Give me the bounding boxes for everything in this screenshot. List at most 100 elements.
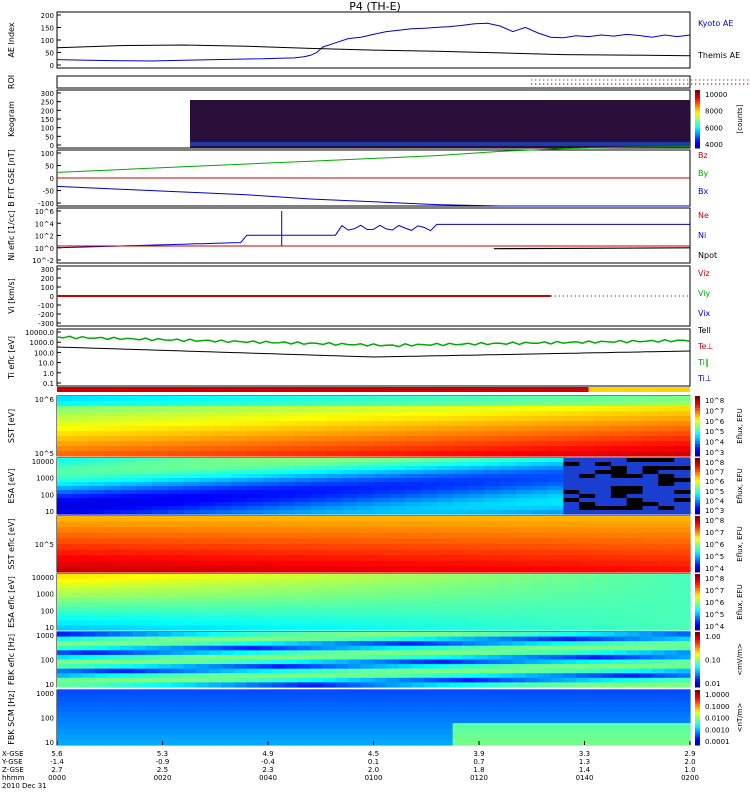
heatmap-cell xyxy=(643,533,659,539)
heatmap-cell xyxy=(184,510,200,515)
heatmap-cell xyxy=(627,533,643,539)
heatmap-cell xyxy=(158,650,171,655)
heatmap-cell xyxy=(133,682,146,687)
heatmap-cell xyxy=(532,602,548,607)
heatmap-cell xyxy=(89,621,105,626)
roi-dot xyxy=(675,83,676,84)
heatmap-cell xyxy=(658,555,674,561)
heatmap-cell xyxy=(73,555,89,561)
heatmap-cell xyxy=(386,646,399,651)
heatmap-cell xyxy=(484,696,500,702)
xtick-label: 0200 xyxy=(681,774,699,782)
heatmap-cell xyxy=(120,673,133,678)
heatmap-cell xyxy=(453,538,469,544)
heatmap-cell xyxy=(260,673,273,678)
heatmap-cell xyxy=(627,478,643,483)
heatmap-cell xyxy=(57,593,73,598)
heatmap-cell xyxy=(627,734,643,740)
heatmap-cell xyxy=(437,516,453,522)
roi-dot xyxy=(543,83,544,84)
heatmap-cell xyxy=(247,411,263,417)
heatmap-cell xyxy=(405,544,421,550)
heatmap-cell xyxy=(500,474,516,479)
heatmap-cell xyxy=(453,411,469,417)
heatmap-cell xyxy=(152,718,168,724)
heatmap-cell xyxy=(215,441,231,447)
heatmap-cell xyxy=(484,482,500,487)
heatmap-cell xyxy=(199,588,215,593)
heatmap-cell xyxy=(73,486,89,491)
heatmap-cell xyxy=(658,401,674,407)
heatmap-cell xyxy=(247,621,263,626)
heatmap-cell xyxy=(234,682,247,687)
heatmap-cell xyxy=(209,632,222,637)
heatmap-cell xyxy=(532,406,548,412)
heatmap-cell xyxy=(595,621,611,626)
heatmap-cell xyxy=(563,421,579,427)
heatmap-cell xyxy=(152,550,168,556)
heatmap-cell xyxy=(199,416,215,422)
roi-dot xyxy=(663,79,664,80)
heatmap-cell xyxy=(595,482,611,487)
heatmap-cell xyxy=(358,502,374,507)
roi-dot xyxy=(647,79,648,80)
heatmap-cell xyxy=(326,723,342,729)
heatmap-cell xyxy=(453,712,469,718)
heatmap-cell xyxy=(389,498,405,503)
heatmap-cell xyxy=(563,734,579,740)
heatmap-cell xyxy=(374,734,390,740)
heatmap-cell xyxy=(298,637,311,642)
heatmap-cell xyxy=(263,597,279,602)
colorbar-tick: 10000 xyxy=(705,91,727,99)
colorbar-cell xyxy=(695,134,700,137)
heatmap-cell xyxy=(386,655,399,660)
heatmap-cell xyxy=(674,555,690,561)
heatmap-cell xyxy=(674,527,690,533)
heatmap-cell xyxy=(358,593,374,598)
heatmap-cell xyxy=(579,446,595,452)
heatmap-cell xyxy=(437,588,453,593)
heatmap-cell xyxy=(421,696,437,702)
heatmap-cell xyxy=(453,498,469,503)
heatmap-cell xyxy=(247,396,263,402)
heatmap-cell xyxy=(279,406,295,412)
heatmap-cell xyxy=(643,707,659,713)
heatmap-cell xyxy=(611,458,627,463)
heatmap-cell xyxy=(342,616,358,621)
xtick-label: 0.1 xyxy=(368,758,379,766)
heatmap-cell xyxy=(548,401,564,407)
heatmap-cell xyxy=(437,482,453,487)
heatmap-cell xyxy=(342,510,358,515)
heatmap-cell xyxy=(231,426,247,432)
heatmap-cell xyxy=(152,470,168,475)
heatmap-cell xyxy=(326,411,342,417)
heatmap-cell xyxy=(516,401,532,407)
heatmap-cell xyxy=(516,561,532,567)
heatmap-cell xyxy=(579,431,595,437)
heatmap-cell xyxy=(437,597,453,602)
roi-dot xyxy=(731,79,732,80)
heatmap-cell xyxy=(386,678,399,683)
heatmap-cell xyxy=(231,597,247,602)
heatmap-cell xyxy=(453,486,469,491)
heatmap-cell xyxy=(484,431,500,437)
heatmap-cell xyxy=(152,502,168,507)
heatmap-cell xyxy=(298,650,311,655)
heatmap-cell xyxy=(658,411,674,417)
heatmap-cell xyxy=(437,421,453,427)
heatmap-cell xyxy=(548,396,564,402)
heatmap-cell xyxy=(215,478,231,483)
heatmap-cell xyxy=(184,502,200,507)
heatmap-cell xyxy=(405,411,421,417)
heatmap-cell xyxy=(104,421,120,427)
heatmap-cell xyxy=(516,498,532,503)
heatmap-cell xyxy=(152,625,168,630)
heatmap-cell xyxy=(468,498,484,503)
heatmap-cell xyxy=(196,669,209,674)
heatmap-cell xyxy=(209,637,222,642)
legend-t-3: Ti⊥ xyxy=(697,374,712,383)
colorbar-cell xyxy=(695,627,700,630)
heatmap-cell xyxy=(405,462,421,467)
heatmap-cell xyxy=(234,650,247,655)
heatmap-cell xyxy=(279,470,295,475)
